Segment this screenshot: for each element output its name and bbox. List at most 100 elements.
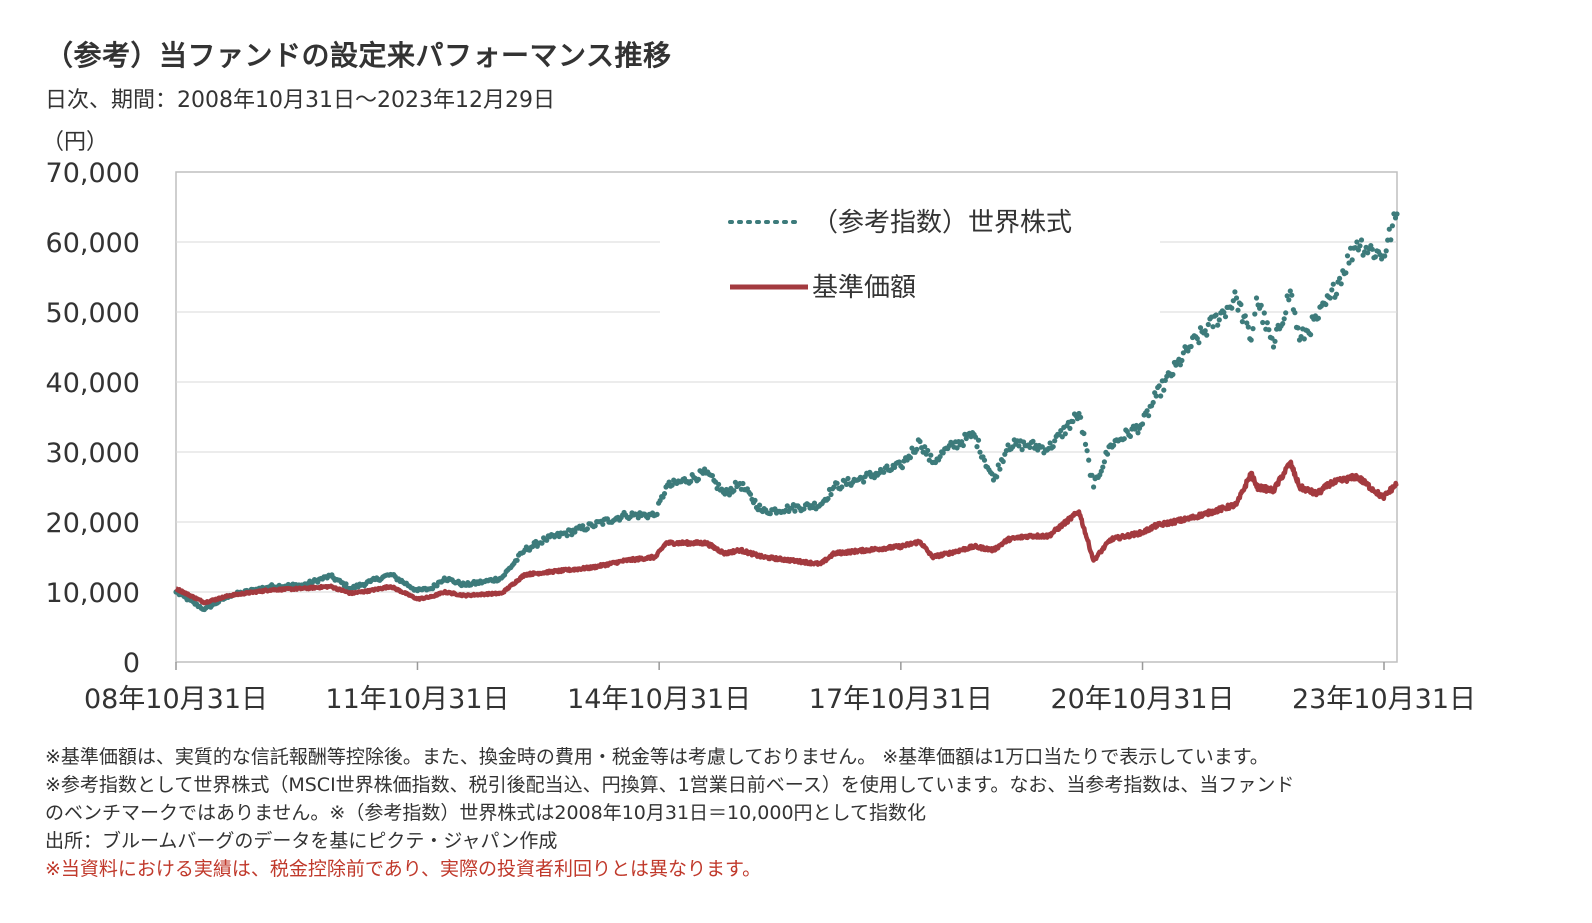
index-point <box>343 581 349 587</box>
footnotes: ※基準価額は、実質的な信託報酬等控除後。また、換金時の費用・税金等は考慮しており… <box>45 743 1294 883</box>
index-point <box>1205 321 1211 328</box>
index-point <box>995 462 1001 468</box>
index-point <box>1333 291 1340 297</box>
y-tick-label: 60,000 <box>46 228 140 259</box>
y-tick-label: 20,000 <box>46 508 140 539</box>
index-point <box>1127 433 1133 439</box>
index-point <box>994 474 1000 480</box>
index-point <box>1213 312 1219 318</box>
footnote-line: ※参考指数として世界株式（MSCI世界株価指数、税引後配当込、円換算、1営業日前… <box>45 774 1295 796</box>
index-point <box>960 442 966 449</box>
index-point <box>1272 338 1278 344</box>
index-point <box>1111 442 1117 448</box>
index-point <box>1250 326 1256 332</box>
index-point <box>1357 243 1363 249</box>
index-point <box>792 508 798 514</box>
chart-legend: （参考指数）世界株式 基準価額 <box>660 196 1160 316</box>
x-tick-label: 23年10月31日 <box>1292 684 1476 715</box>
index-point <box>1245 324 1251 330</box>
index-point <box>661 491 668 497</box>
index-point <box>1144 408 1150 414</box>
index-point <box>688 478 694 485</box>
index-point <box>1215 322 1221 328</box>
index-point <box>1266 327 1272 333</box>
index-point <box>940 450 946 456</box>
y-tick-label: 0 <box>123 648 140 679</box>
index-point <box>1295 325 1301 331</box>
index-point <box>1016 443 1022 449</box>
index-point <box>1050 444 1056 450</box>
index-point <box>1078 414 1084 420</box>
index-point <box>757 502 763 508</box>
index-point <box>752 497 758 503</box>
series-index-dots <box>173 211 1400 613</box>
index-point <box>1232 289 1238 295</box>
index-point <box>1264 320 1270 326</box>
index-point <box>1153 393 1159 399</box>
series-layer <box>173 211 1400 613</box>
index-point <box>825 496 831 502</box>
index-point <box>1121 436 1127 442</box>
index-point <box>514 557 520 563</box>
index-point <box>1238 301 1244 308</box>
index-point <box>1383 248 1389 254</box>
index-point <box>1135 430 1141 436</box>
index-point <box>580 523 586 529</box>
index-point <box>1258 302 1264 308</box>
index-point <box>654 511 660 517</box>
index-point <box>1156 383 1162 389</box>
legend-label-nav: 基準価額 <box>812 273 916 303</box>
index-point <box>881 469 887 475</box>
index-point <box>1052 438 1058 444</box>
index-point <box>1150 399 1156 406</box>
index-point <box>564 533 570 539</box>
index-point <box>716 481 722 487</box>
index-point <box>1210 324 1216 330</box>
index-point <box>811 500 818 506</box>
y-tick-label: 40,000 <box>46 368 140 399</box>
x-tick-label: 17年10月31日 <box>809 684 993 715</box>
index-point <box>530 543 536 550</box>
x-tick-label: 08年10月31日 <box>84 684 268 715</box>
index-point <box>974 444 980 450</box>
index-point <box>600 521 606 527</box>
axis-layer: 0 10,000 20,000 30,000 40,000 50,000 60,000 70,… <box>46 158 1477 715</box>
index-point <box>1315 315 1321 321</box>
performance-chart: 0 10,000 20,000 30,000 40,000 50,000 60,000 70,… <box>46 158 1477 715</box>
index-point <box>544 537 550 543</box>
index-point <box>1086 457 1092 463</box>
index-point <box>1089 472 1095 478</box>
index-point <box>1369 246 1375 252</box>
index-point <box>1330 281 1336 287</box>
index-point <box>1261 310 1267 316</box>
index-point <box>1229 305 1235 311</box>
index-point <box>1349 257 1355 263</box>
index-point <box>1222 314 1229 320</box>
index-point <box>1081 430 1087 437</box>
index-point <box>1343 270 1349 276</box>
index-point <box>1194 335 1200 342</box>
index-point <box>657 498 663 504</box>
index-point <box>1394 211 1400 217</box>
index-point <box>963 435 969 442</box>
index-point <box>1233 295 1240 301</box>
plot-frame <box>175 171 1398 663</box>
index-point <box>1323 301 1329 308</box>
index-point <box>1204 332 1210 338</box>
index-point <box>1301 336 1307 342</box>
index-point <box>937 454 943 460</box>
index-point <box>1139 421 1146 427</box>
index-point <box>1221 309 1227 315</box>
index-point <box>1244 320 1250 326</box>
index-point <box>954 445 960 451</box>
index-point <box>1084 448 1090 454</box>
index-point <box>896 459 902 465</box>
index-point <box>1329 287 1335 293</box>
legend-background <box>660 196 1160 316</box>
index-point <box>695 476 702 482</box>
x-tick-label: 14年10月31日 <box>567 684 751 715</box>
index-point <box>1283 310 1289 316</box>
index-point <box>572 529 578 535</box>
index-point <box>1202 328 1208 334</box>
index-point <box>1260 319 1266 326</box>
